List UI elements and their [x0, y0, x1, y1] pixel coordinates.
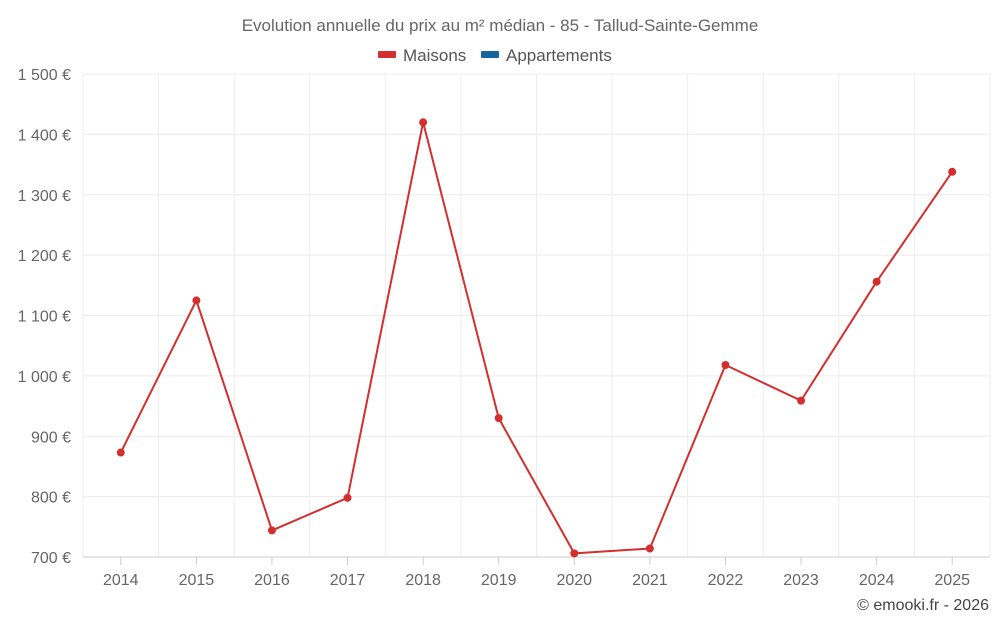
y-tick-label: 1 300 € — [18, 188, 71, 205]
legend-swatch-appartements — [481, 51, 499, 58]
x-gridlines — [82, 74, 991, 557]
x-tick-label: 2021 — [632, 572, 668, 589]
y-tick-label: 800 € — [31, 490, 71, 507]
y-tick-label: 1 100 € — [18, 309, 71, 326]
x-tick-label: 2016 — [254, 572, 290, 589]
legend-label-appartements: Appartements — [506, 46, 612, 65]
legend-item-appartements[interactable]: Appartements — [481, 46, 612, 65]
x-tick-label: 2015 — [179, 572, 215, 589]
y-axis-labels: 700 € 800 € 900 € 1 000 € 1 100 € 1 200 € 1 30… — [18, 67, 71, 567]
data-point-maisons[interactable] — [267, 526, 276, 535]
x-tick-label: 2019 — [481, 572, 517, 589]
series-line-maisons — [119, 121, 954, 555]
y-tick-label: 1 500 € — [18, 67, 71, 84]
data-point-maisons[interactable] — [645, 544, 654, 553]
x-tick-label: 2022 — [708, 572, 744, 589]
data-point-maisons[interactable] — [570, 549, 579, 558]
data-point-maisons[interactable] — [343, 493, 352, 502]
x-tick-label: 2023 — [783, 572, 819, 589]
data-point-maisons[interactable] — [872, 277, 881, 286]
x-tick-label: 2017 — [330, 572, 366, 589]
y-tick-label: 1 200 € — [18, 248, 71, 265]
credit-text: © emooki.fr - 2026 — [857, 597, 989, 614]
data-point-maisons[interactable] — [192, 296, 201, 305]
data-point-maisons[interactable] — [797, 396, 806, 405]
data-point-maisons[interactable] — [494, 414, 503, 423]
series-maisons — [116, 118, 957, 558]
data-point-maisons[interactable] — [721, 361, 730, 370]
chart-title: Evolution annuelle du prix au m² médian … — [242, 16, 759, 35]
data-point-maisons[interactable] — [116, 448, 125, 457]
data-point-maisons[interactable] — [419, 118, 428, 127]
y-tick-label: 1 400 € — [18, 127, 71, 144]
x-tick-label: 2018 — [405, 572, 441, 589]
legend-swatch-maisons — [378, 51, 396, 58]
x-tick-label: 2014 — [103, 572, 139, 589]
x-axis-labels: 2014 2015 2016 2017 2018 2019 2020 2021 2022 2023… — [103, 557, 970, 589]
x-tick-label: 2020 — [556, 572, 592, 589]
y-tick-label: 900 € — [31, 429, 71, 446]
y-tick-label: 700 € — [31, 550, 71, 567]
legend-item-maisons[interactable]: Maisons — [378, 46, 466, 65]
data-point-maisons[interactable] — [948, 167, 957, 176]
x-tick-label: 2025 — [934, 572, 970, 589]
legend-label-maisons: Maisons — [403, 46, 466, 65]
y-tick-label: 1 000 € — [18, 369, 71, 386]
legend: Maisons Appartements — [378, 46, 612, 65]
x-tick-label: 2024 — [859, 572, 895, 589]
